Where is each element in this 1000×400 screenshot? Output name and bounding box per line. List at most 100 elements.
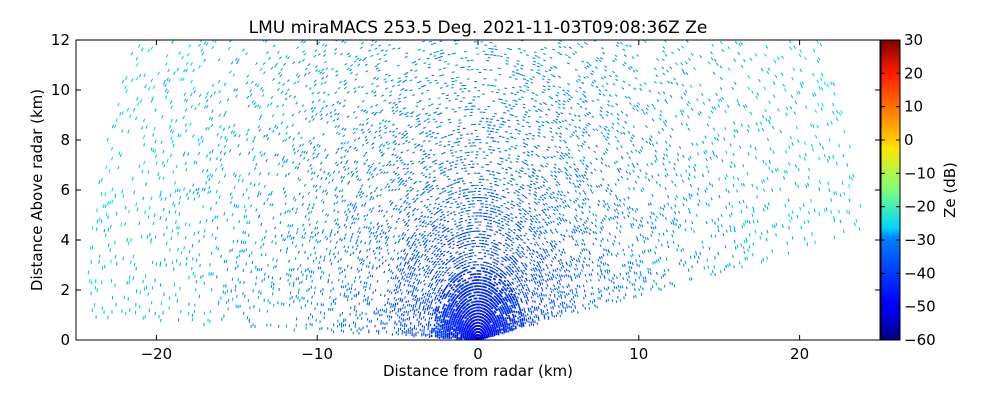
reflectivity-gate — [367, 226, 371, 230]
reflectivity-gate — [600, 239, 603, 243]
reflectivity-gate — [515, 248, 519, 251]
reflectivity-gate — [390, 201, 394, 205]
reflectivity-gate — [527, 175, 531, 178]
reflectivity-gate — [579, 228, 583, 232]
reflectivity-gate — [375, 186, 379, 190]
reflectivity-gate — [503, 291, 507, 295]
reflectivity-gate — [447, 140, 451, 143]
reflectivity-gate — [562, 201, 565, 204]
reflectivity-gate — [514, 270, 518, 273]
reflectivity-gate — [393, 296, 396, 300]
reflectivity-gate — [428, 282, 432, 285]
reflectivity-gate — [503, 215, 506, 218]
reflectivity-gate — [536, 308, 538, 312]
reflectivity-gate — [532, 267, 535, 270]
reflectivity-gate — [545, 202, 548, 206]
reflectivity-gate — [510, 243, 514, 246]
reflectivity-gate — [462, 273, 466, 276]
reflectivity-gate — [584, 294, 587, 297]
reflectivity-gate — [487, 271, 491, 275]
reflectivity-gate — [495, 318, 499, 322]
reflectivity-gate — [436, 113, 440, 116]
reflectivity-gate — [515, 183, 519, 186]
reflectivity-gate — [619, 285, 622, 289]
reflectivity-gate — [392, 305, 394, 308]
reflectivity-gate — [532, 237, 536, 241]
reflectivity-gate — [592, 292, 595, 296]
reflectivity-gate — [526, 238, 530, 241]
reflectivity-gate — [463, 279, 467, 282]
reflectivity-gate — [439, 295, 443, 299]
reflectivity-gate — [578, 183, 582, 187]
reflectivity-gate — [459, 243, 462, 245]
reflectivity-gate — [451, 145, 454, 148]
reflectivity-gate — [453, 325, 456, 328]
reflectivity-gate — [537, 144, 540, 148]
reflectivity-gate — [536, 287, 539, 291]
reflectivity-gate — [350, 235, 353, 239]
reflectivity-gate — [583, 243, 586, 246]
reflectivity-gate — [432, 170, 436, 173]
reflectivity-gate — [437, 231, 440, 234]
reflectivity-gate — [405, 310, 408, 314]
reflectivity-gate — [543, 208, 547, 211]
reflectivity-gate — [438, 279, 441, 283]
reflectivity-gate — [440, 211, 444, 214]
reflectivity-gate — [581, 238, 585, 242]
reflectivity-gate — [415, 300, 418, 303]
reflectivity-gate — [561, 264, 565, 268]
reflectivity-gate — [434, 202, 437, 205]
reflectivity-gate — [404, 273, 407, 277]
reflectivity-gate — [552, 208, 556, 212]
reflectivity-gate — [409, 284, 412, 288]
reflectivity-gate — [442, 216, 446, 219]
reflectivity-gate — [423, 268, 426, 272]
reflectivity-gate — [424, 253, 427, 257]
reflectivity-gate — [357, 256, 360, 260]
reflectivity-gate — [387, 229, 391, 233]
reflectivity-gate — [512, 204, 516, 207]
reflectivity-gate — [501, 260, 504, 263]
reflectivity-gate — [451, 293, 454, 297]
reflectivity-gate — [399, 197, 402, 201]
reflectivity-gate — [390, 257, 393, 260]
reflectivity-gate — [408, 280, 411, 284]
reflectivity-gate — [337, 260, 340, 264]
reflectivity-gate — [518, 202, 522, 205]
reflectivity-gate — [458, 279, 462, 282]
reflectivity-gate — [456, 231, 459, 234]
reflectivity-gate — [400, 136, 404, 139]
reflectivity-gate — [606, 271, 609, 275]
reflectivity-gate — [424, 307, 427, 311]
reflectivity-gate — [524, 277, 528, 281]
reflectivity-gate — [615, 254, 618, 258]
reflectivity-gate — [342, 285, 345, 289]
reflectivity-gate — [547, 253, 551, 257]
reflectivity-gate — [424, 112, 428, 115]
reflectivity-gate — [341, 270, 344, 274]
reflectivity-gate — [411, 172, 415, 175]
reflectivity-gate — [514, 170, 518, 173]
reflectivity-gate — [413, 294, 415, 298]
reflectivity-gate — [518, 188, 521, 191]
reflectivity-gate — [404, 296, 407, 299]
reflectivity-gate — [625, 286, 628, 290]
reflectivity-gate — [452, 260, 455, 263]
reflectivity-gate — [499, 316, 502, 319]
reflectivity-gate — [423, 230, 427, 233]
reflectivity-gate — [493, 252, 496, 255]
reflectivity-gate — [403, 310, 406, 314]
reflectivity-gate — [527, 307, 530, 311]
reflectivity-gate — [590, 273, 593, 276]
reflectivity-gate — [376, 227, 379, 231]
reflectivity-gate — [543, 294, 545, 297]
reflectivity-gate — [560, 274, 563, 278]
reflectivity-gate — [574, 305, 576, 308]
reflectivity-gate — [571, 289, 574, 292]
reflectivity-gate — [545, 240, 549, 244]
reflectivity-gate — [343, 236, 346, 240]
reflectivity-gate — [594, 213, 598, 217]
reflectivity-gate — [396, 257, 400, 261]
reflectivity-gate — [357, 190, 361, 194]
reflectivity-gate — [503, 276, 506, 279]
